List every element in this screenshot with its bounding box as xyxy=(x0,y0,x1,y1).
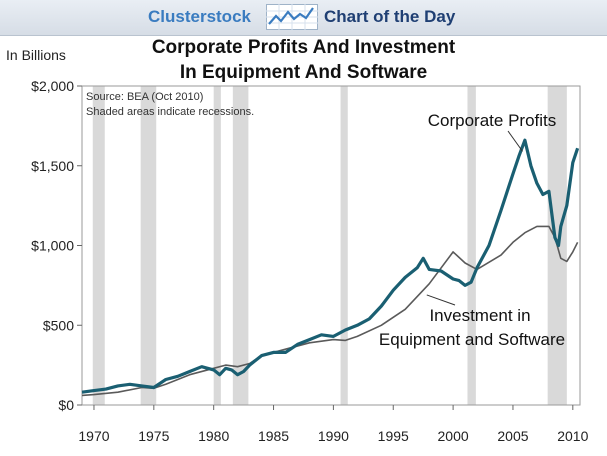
recession-shade xyxy=(232,86,249,405)
y-tick-label: $500 xyxy=(43,317,74,333)
header-banner: Clusterstock Chart of the Day xyxy=(0,0,607,36)
chart-title-line-2: In Equipment And Software xyxy=(179,62,428,83)
chart-of-the-day-label: Chart of the Day xyxy=(324,7,456,26)
trend-line-chart-icon xyxy=(266,4,318,30)
chart-note: Source: BEA (Oct 2010) xyxy=(86,91,203,103)
x-tick-label: 1970 xyxy=(78,428,109,444)
x-tick-label: 1980 xyxy=(198,428,229,444)
x-tick-label: 2000 xyxy=(438,428,469,444)
x-tick-label: 1975 xyxy=(138,428,169,444)
recession-shade xyxy=(140,86,157,405)
recession-shade xyxy=(92,86,105,405)
investment-label-line-1: Investment in xyxy=(429,306,530,325)
corporate-profits-series-line xyxy=(81,138,580,394)
investment-series-line xyxy=(81,225,579,397)
recession-shade xyxy=(340,86,348,405)
chart-title-line-1: Corporate Profits And Investment xyxy=(151,37,456,58)
y-tick-label: $1,000 xyxy=(31,238,74,254)
x-tick-label: 1995 xyxy=(378,428,409,444)
y-tick-label: $2,000 xyxy=(31,78,74,94)
brand-name: Clusterstock xyxy=(148,7,251,26)
y-tick-label: $0 xyxy=(58,397,74,413)
y-tick-label: $1,500 xyxy=(31,158,74,174)
recession-shade xyxy=(467,86,476,405)
corporate-profits-label: Corporate Profits xyxy=(428,111,557,130)
investment-label-line-2: Equipment and Software xyxy=(379,330,565,349)
recession-shade xyxy=(213,86,221,405)
x-tick-label: 1990 xyxy=(318,428,349,444)
chart-note: Shaded areas indicate recessions. xyxy=(86,106,254,118)
corporate-profits-pointer xyxy=(507,130,523,152)
y-axis-title: In Billions xyxy=(6,47,66,63)
plot-frame xyxy=(81,85,581,406)
investment-pointer xyxy=(426,294,456,306)
x-tick-label: 2005 xyxy=(497,428,528,444)
x-tick-label: 2010 xyxy=(557,428,588,444)
x-tick-label: 1985 xyxy=(258,428,289,444)
